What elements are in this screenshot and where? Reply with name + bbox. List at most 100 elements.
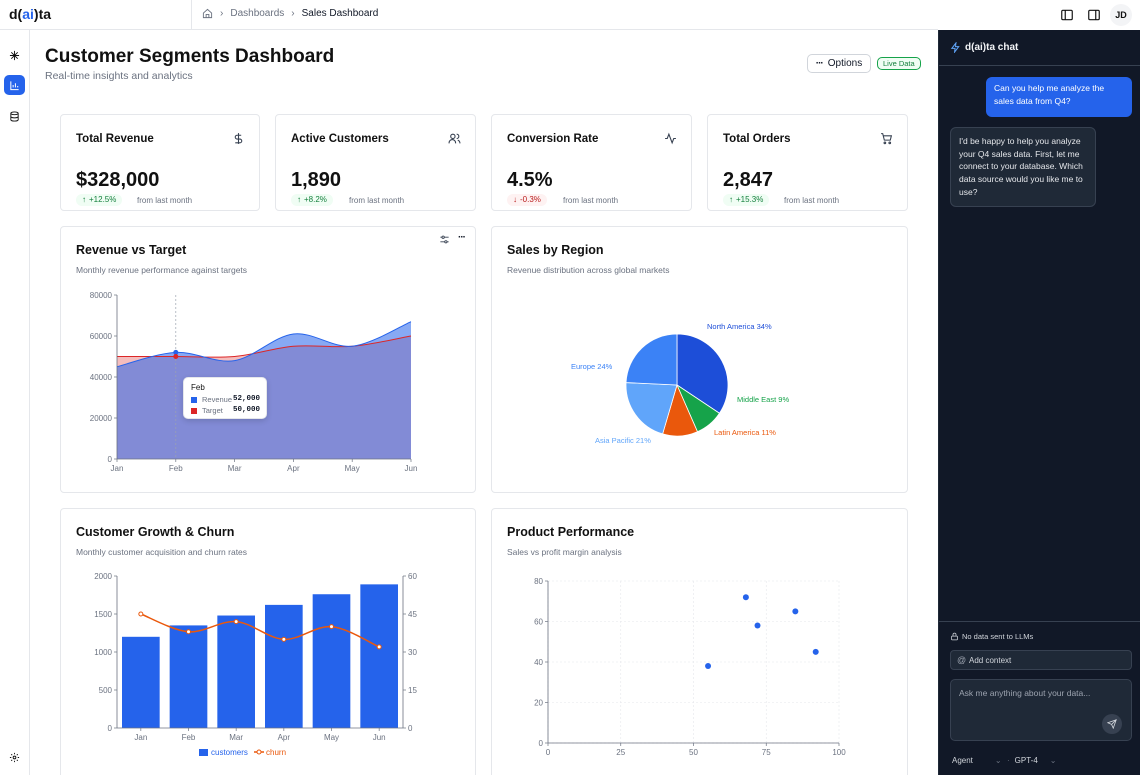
toggle-right-panel-icon[interactable] (1087, 8, 1101, 22)
churn-point (186, 629, 191, 635)
live-data-badge: Live Data (877, 57, 921, 70)
gear-icon (9, 752, 20, 762)
x-tick-label: Mar (229, 733, 243, 742)
y-tick-label: 60000 (90, 332, 113, 341)
chart-title: Customer Growth & Churn (76, 525, 235, 539)
tooltip-label: Feb (191, 383, 205, 392)
y-left-tick-label: 1000 (94, 648, 112, 657)
model-selector[interactable]: · GPT-4 ⌄ (1007, 756, 1057, 765)
divider (939, 621, 1140, 622)
x-tick-label: Apr (287, 464, 300, 473)
customers-bar (265, 604, 303, 728)
database-icon (10, 110, 19, 122)
breadcrumb-current: Sales Dashboard (301, 8, 379, 19)
activity-icon (665, 132, 676, 145)
mode-selector[interactable]: Agent ⌄ (952, 756, 1002, 765)
legend-label-customers: customers (211, 748, 248, 757)
customers-bar (122, 636, 160, 728)
x-tick-label: Jun (405, 464, 418, 473)
chart-subtitle: Sales vs profit margin analysis (507, 547, 622, 557)
app-logo[interactable]: d(ai)ta (9, 6, 52, 22)
tooltip-row-name: Revenue (202, 395, 233, 404)
sparkle-icon (9, 50, 20, 60)
y-tick-label: 40 (534, 658, 543, 667)
page-title: Customer Segments Dashboard (45, 46, 335, 67)
customers-bar (360, 584, 398, 728)
sales-by-region-card: Sales by Region Revenue distribution acr… (491, 226, 908, 493)
scatter-point (705, 663, 712, 670)
churn-point (138, 611, 144, 617)
rail-dashboards-button[interactable] (4, 75, 25, 95)
kpi-label: Total Orders (723, 133, 791, 145)
pie-slice-label: North America 34% (707, 322, 772, 331)
pie-slice-label: Europe 24% (571, 362, 613, 371)
y-left-tick-label: 1500 (94, 610, 112, 619)
sliders-icon[interactable] (439, 234, 450, 245)
separator-dot: · (1007, 756, 1010, 765)
rail-settings-button[interactable] (4, 747, 25, 767)
kpi-label: Conversion Rate (507, 133, 599, 145)
customers-bar (169, 625, 208, 728)
product-scatter-chart: 0 20 40 60 80 0 25 50 75 100 (534, 577, 846, 757)
y-tick-label: 20 (534, 699, 543, 708)
x-tick-label: Mar (228, 464, 242, 473)
tooltip-row-name: Target (202, 406, 223, 415)
assistant-message: I'd be happy to help you analyze your Q4… (950, 127, 1096, 207)
x-tick-label: Feb (169, 464, 183, 473)
privacy-note: No data sent to LLMs (962, 632, 1034, 641)
churn-point (233, 619, 239, 625)
y-tick-label: 20000 (90, 414, 113, 423)
more-horizontal-icon[interactable]: ··· (458, 232, 466, 243)
add-context-label: Add context (969, 656, 1012, 665)
churn-point (329, 624, 334, 630)
users-icon (448, 133, 461, 144)
lightning-icon (950, 42, 960, 53)
chart-tooltip: Feb Revenue 52,000 Target 50,000 (183, 377, 267, 419)
chart-subtitle: Revenue distribution across global marke… (507, 265, 670, 275)
legend-swatch-customers (199, 749, 208, 756)
tooltip-row-value: 50,000 (233, 406, 261, 414)
kpi-card-total-revenue: Total Revenue $328,000 ↑ +12.5% from last… (60, 114, 260, 211)
scatter-point (742, 594, 749, 601)
y-left-tick-label: 2000 (94, 572, 112, 581)
rail-agent-button[interactable] (4, 45, 25, 65)
kpi-label: Active Customers (291, 133, 389, 145)
rail-database-button[interactable] (4, 106, 25, 126)
options-button[interactable]: ··· Options (807, 54, 871, 73)
y-tick-label: 80 (534, 577, 543, 586)
kpi-card-active-customers: Active Customers 1,890 ↑ +8.2% from last … (275, 114, 476, 211)
y-left-tick-label: 500 (99, 686, 113, 695)
chart-title: Product Performance (507, 525, 635, 539)
arrow-up-icon: ↑ (729, 195, 733, 204)
kpi-value: 4.5% (507, 169, 553, 191)
y-right-tick-label: 45 (408, 610, 417, 619)
kpi-note: from last month (563, 196, 619, 205)
more-horizontal-icon: ··· (815, 58, 824, 69)
product-performance-card: Product Performance Sales vs profit marg… (491, 508, 908, 775)
arrow-down-icon: ↓ (513, 195, 517, 204)
lock-icon (951, 632, 958, 641)
breadcrumb-dashboards[interactable]: Dashboards (230, 8, 285, 19)
kpi-value: $328,000 (76, 169, 160, 191)
x-tick-label: 75 (762, 748, 771, 757)
chat-input[interactable]: Ask me anything about your data... (950, 679, 1132, 741)
y-right-tick-label: 0 (408, 724, 413, 733)
kpi-card-conversion-rate: Conversion Rate 4.5% ↓ -0.3% from last mo… (491, 114, 692, 211)
cart-icon (881, 133, 893, 145)
home-icon[interactable] (202, 8, 213, 19)
toggle-left-panel-icon[interactable] (1060, 8, 1074, 22)
pie-slice (625, 382, 678, 435)
y-right-tick-label: 15 (408, 686, 417, 695)
kpi-note: from last month (349, 196, 405, 205)
chevron-right-icon: › (291, 8, 295, 19)
tooltip-swatch-revenue (191, 397, 197, 403)
y-left-tick-label: 0 (108, 724, 113, 733)
chat-input-placeholder: Ask me anything about your data... (959, 688, 1091, 698)
x-tick-label: May (324, 733, 339, 742)
dollar-icon (234, 133, 243, 144)
add-context-button[interactable]: @ Add context (950, 650, 1132, 670)
user-avatar[interactable]: JD (1110, 4, 1132, 26)
x-tick-label: May (345, 464, 360, 473)
send-button[interactable] (1102, 714, 1122, 734)
